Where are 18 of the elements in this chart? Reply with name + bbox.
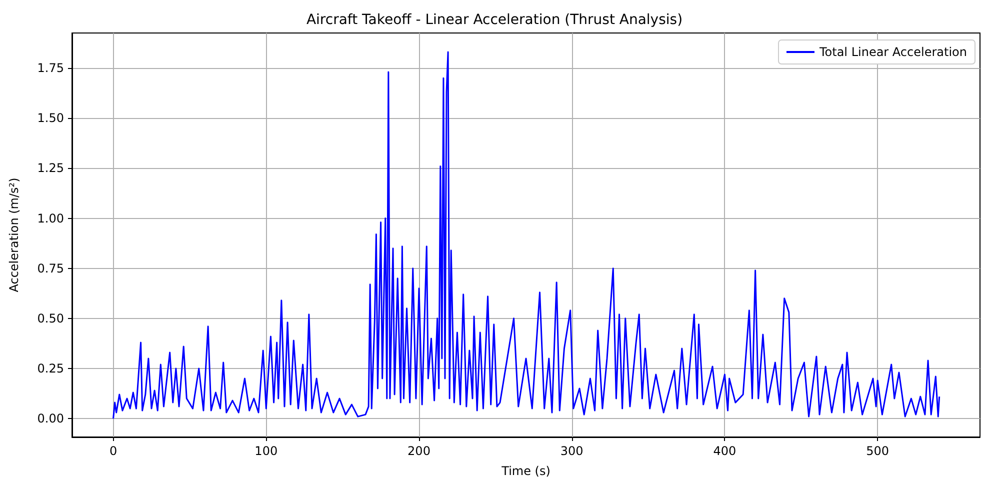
legend-label: Total Linear Acceleration: [818, 45, 967, 59]
chart-title: Aircraft Takeoff - Linear Acceleration (Thrust Analysis): [306, 12, 683, 28]
y-tick-label: 1.25: [37, 161, 64, 176]
y-tick-label: 0.25: [37, 362, 64, 376]
x-tick-label: 100: [254, 444, 278, 458]
y-tick-label: 0.75: [37, 261, 64, 276]
y-tick-label: 0.50: [37, 311, 64, 326]
y-tick-label: 1.50: [37, 111, 64, 126]
x-tick-label: 200: [408, 444, 430, 458]
y-axis-title: Acceleration (m/s²): [7, 178, 21, 292]
y-tick-label: 1.75: [37, 61, 64, 76]
x-tick-label: 500: [866, 444, 890, 458]
y-tick-label: 1.00: [37, 211, 64, 226]
x-tick-label: 0: [109, 444, 118, 458]
y-tick-label: 0.00: [37, 412, 64, 426]
x-tick-label: 400: [713, 444, 736, 458]
x-tick-label: 300: [560, 444, 584, 458]
x-axis-title: Time (s): [500, 464, 550, 478]
